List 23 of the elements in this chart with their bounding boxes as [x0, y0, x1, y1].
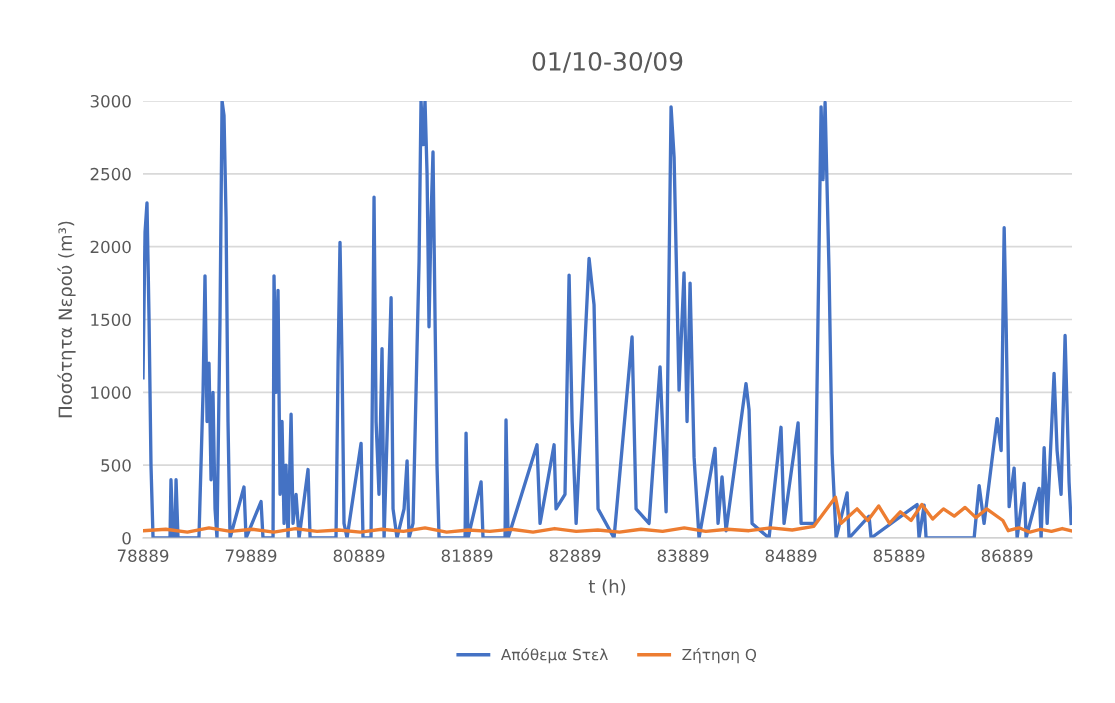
- y-axis-title: Ποσότητα Νερού (m³): [57, 221, 76, 418]
- x-tick-label: 86889: [981, 549, 1033, 563]
- y-tick-label: 1000: [91, 386, 131, 399]
- x-tick-label: 81889: [441, 549, 493, 563]
- y-tick-label: 500: [101, 459, 131, 472]
- x-tick-label: 84889: [765, 549, 817, 563]
- y-tick-label: 1500: [91, 313, 131, 327]
- y-tick-label: 2500: [90, 167, 131, 181]
- legend-label: Απόθεμα Sτελ: [500, 647, 608, 664]
- legend-label: Ζήτηση Q: [682, 647, 757, 664]
- chart-title: 01/10-30/09: [532, 51, 683, 73]
- line-series: [143, 101, 1072, 538]
- y-tick-label: 2000: [90, 240, 131, 254]
- x-axis-title: t (h): [588, 579, 626, 596]
- y-tick-label: 3000: [90, 94, 131, 108]
- x-tick-label: 83889: [657, 549, 709, 563]
- x-tick-label: 80889: [333, 549, 385, 563]
- x-tick-label: 82889: [549, 549, 601, 563]
- x-tick-label: 85889: [873, 549, 925, 563]
- line-series: [143, 495, 1072, 534]
- x-tick-label: 78889: [117, 549, 169, 563]
- y-tick-label: 0: [122, 531, 131, 545]
- x-tick-label: 79889: [225, 549, 277, 563]
